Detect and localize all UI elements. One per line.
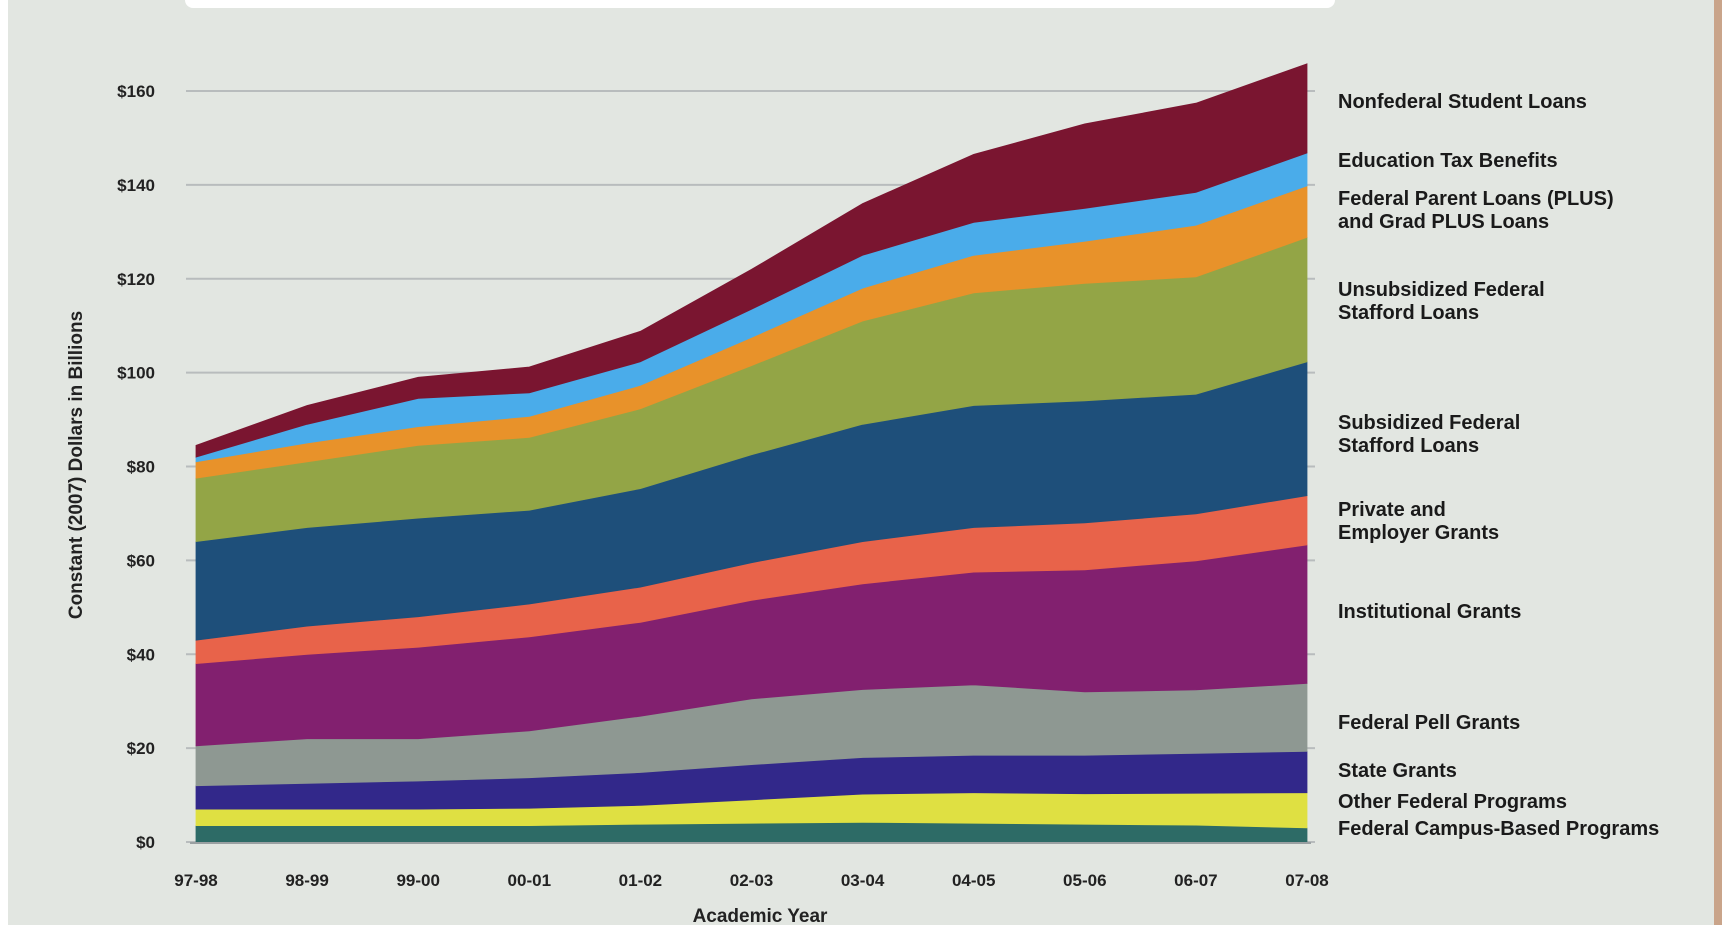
x-tick-label: 00-01 <box>508 871 551 890</box>
x-tick-label: 99-00 <box>396 871 439 890</box>
legend-label: Federal Parent Loans (PLUS) <box>1338 188 1614 210</box>
legend-label: Other Federal Programs <box>1338 791 1567 813</box>
y-tick-label: $80 <box>127 458 155 477</box>
legend-label: Nonfederal Student Loans <box>1338 91 1587 113</box>
x-tick-label: 04-05 <box>952 871 995 890</box>
area-series <box>195 63 1308 843</box>
legend-label: Employer Grants <box>1338 522 1499 544</box>
x-tick-label: 98-99 <box>285 871 328 890</box>
x-tick-label: 97-98 <box>174 871 217 890</box>
legend-label: Subsidized Federal <box>1338 412 1520 434</box>
legend-label: Stafford Loans <box>1338 435 1479 457</box>
legend-label: Stafford Loans <box>1338 302 1479 324</box>
top-frame-strip <box>185 0 1335 8</box>
y-tick-label: $140 <box>117 176 155 195</box>
legend-label: Private and <box>1338 499 1446 521</box>
x-tick-label: 07-08 <box>1285 871 1328 890</box>
legend-label: Federal Pell Grants <box>1338 712 1520 734</box>
x-tick-label: 03-04 <box>841 871 885 890</box>
area-nonfederal-student-loans <box>195 63 1308 458</box>
x-axis-title: Academic Year <box>693 906 828 925</box>
x-axis-ticks: 97-98 98-99 99-00 00-01 01-02 02-03 03-04 04-05… <box>174 842 1329 890</box>
y-tick-label: $20 <box>127 739 155 758</box>
x-tick-label: 06-07 <box>1174 871 1217 890</box>
y-tick-label: $40 <box>127 645 155 664</box>
y-tick-label: $120 <box>117 270 155 289</box>
legend-label: Education Tax Benefits <box>1338 150 1558 172</box>
legend-label: and Grad PLUS Loans <box>1338 211 1549 233</box>
legend-label: State Grants <box>1338 760 1457 782</box>
y-axis-ticks: $0 $20 $40 $60 $80 $100 $120 $140 $160 <box>117 82 155 852</box>
x-tick-label: 05-06 <box>1063 871 1106 890</box>
x-tick-label: 02-03 <box>730 871 773 890</box>
legend-label: Federal Campus-Based Programs <box>1338 818 1659 840</box>
legend-label: Unsubsidized Federal <box>1338 279 1545 301</box>
y-axis-title: Constant (2007) Dollars in Billions <box>66 311 87 619</box>
y-tick-label: $60 <box>127 551 155 570</box>
x-tick-label: 01-02 <box>619 871 662 890</box>
y-tick-label: $160 <box>117 82 155 101</box>
right-frame-strip <box>1714 0 1722 925</box>
y-tick-label: $100 <box>117 364 155 383</box>
legend-label: Institutional Grants <box>1338 601 1521 623</box>
y-tick-label: $0 <box>136 833 155 852</box>
legend: Nonfederal Student Loans Education Tax Be… <box>1338 91 1659 840</box>
